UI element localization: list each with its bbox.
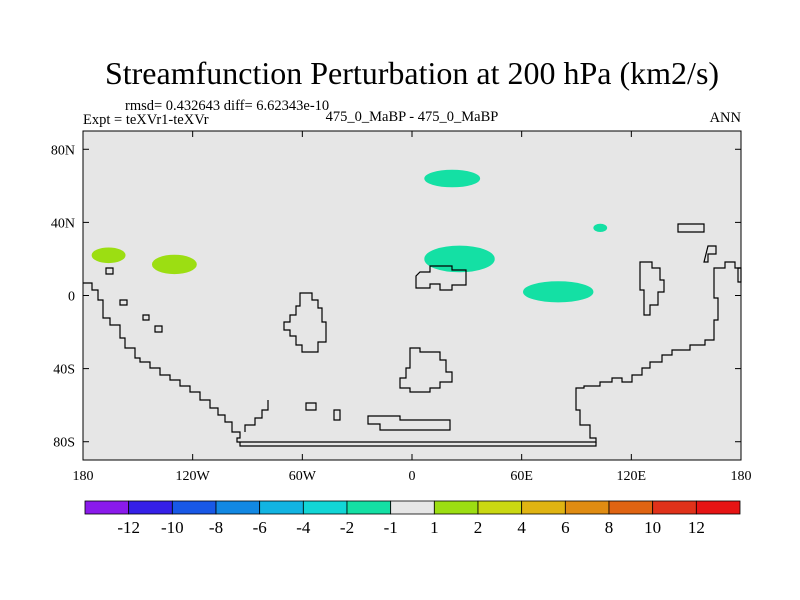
anomaly-region-1 [151,254,197,275]
season-label: ANN [710,110,742,126]
colorbar-swatch [302,500,348,515]
y-tick-label: 0 [68,290,75,305]
colorbar-swatch [84,500,130,515]
anomaly-region-4 [593,223,608,233]
coastline-east-cape [703,245,717,263]
colorbar-swatch [521,500,566,515]
colorbar-swatch [608,500,654,515]
colorbar-swatch [695,500,741,515]
x-tick-label: 180 [73,469,94,484]
colorbar-swatch [346,500,392,515]
y-tick-label: 80N [51,143,75,158]
x-tick-label: 120E [617,469,647,484]
continent-outlines [83,223,742,447]
colorbar-label: -4 [296,518,311,537]
x-tick-label: 180 [731,469,752,484]
stats-label: rmsd= 0.432643 diff= 6.62343e-10 [125,98,329,114]
chart-title: Streamfunction Perturbation at 200 hPa (… [105,55,719,91]
colorbar-swatch [215,500,261,515]
colorbar-label: -10 [161,518,184,537]
colorbar-label: 6 [561,518,570,537]
coastline-small-1 [105,267,114,275]
colorbar-label: 1 [430,518,439,537]
coastline-small-2 [119,299,128,306]
coastline-small-4 [154,325,163,333]
colorbar-swatch [390,500,435,515]
colorbar-label: -1 [384,518,398,537]
coastline-lower-west [244,400,269,432]
colorbar-swatch [171,500,217,515]
colorbar-label: 10 [644,518,661,537]
colorbar-label: -2 [340,518,354,537]
colorbar-label: 2 [474,518,483,537]
anomaly-region-5 [522,281,594,303]
colorbar-label: -12 [117,518,140,537]
coastline-africa [283,292,327,353]
colorbar: -12 -10 -8 -6 -4 -2 -1 1 2 4 6 8 10 12 [84,500,741,537]
x-tick-label: 60E [510,469,533,484]
coastline-island-b [333,409,341,421]
colorbar-label: 4 [517,518,526,537]
colorbar-label: -6 [253,518,267,537]
anomaly-region-0 [91,247,126,264]
map-plot-area [82,130,742,461]
colorbar-swatch [652,500,697,515]
colorbar-swatch [433,500,479,515]
anomaly-layer [91,169,608,303]
x-tick-label: 0 [409,469,416,484]
y-tick-label: 40N [51,216,75,231]
coastline-east-island [639,261,665,316]
colorbar-swatch [259,500,304,515]
coastline-south-continent [399,347,453,393]
coastline-west-americas [83,261,741,443]
coastline-north-central [415,265,467,291]
colorbar-swatch [128,500,173,515]
coastline-small-3 [142,314,150,321]
colorbar-label: 12 [688,518,705,537]
colorbar-label: -8 [209,518,223,537]
y-tick-label: 40S [53,363,75,378]
coastline-island-a [305,402,317,411]
x-axis-ticks: 180 120W 60W 0 60E 120E 180 [73,131,752,484]
x-tick-label: 120W [176,469,211,484]
y-tick-label: 80S [53,436,75,451]
coastline-antarctica [239,442,597,447]
coastline-south-strip [367,415,451,431]
colorbar-label: 8 [605,518,614,537]
anomaly-region-2 [424,169,481,188]
colorbar-swatch [477,500,523,515]
case-label: 475_0_MaBP - 475_0_MaBP [326,109,499,125]
colorbar-swatch [564,500,610,515]
map-background [83,131,741,460]
x-tick-label: 60W [289,469,317,484]
experiment-label: Expt = teXVr1-teXVr [83,112,209,128]
y-axis-ticks: 80N 40N 0 40S 80S [51,143,741,451]
coastline-ne-block [677,223,705,233]
anomaly-region-3 [424,245,495,273]
